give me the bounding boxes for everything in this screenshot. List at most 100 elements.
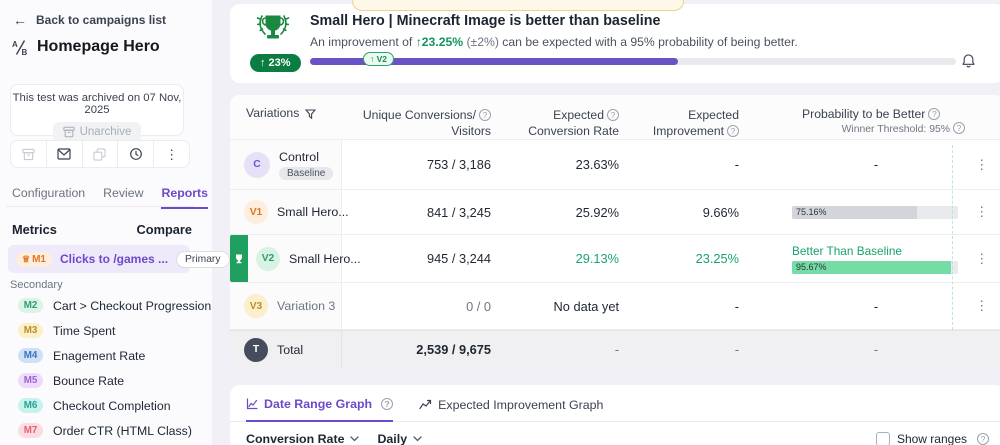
m5-badge: M5 [18, 373, 43, 388]
probability-bar: 95.67% [792, 260, 958, 274]
row-menu-icon[interactable]: ⋮ [975, 156, 988, 172]
help-icon[interactable]: ? [928, 108, 941, 120]
chevron-down-icon [350, 436, 360, 442]
variation-cell-control: C Control Baseline [230, 140, 342, 189]
baseline-tag: Baseline [279, 167, 334, 180]
total-label: Total [277, 342, 304, 357]
back-to-campaigns-link[interactable]: ← Back to campaigns list [13, 13, 166, 27]
metric-select-dropdown[interactable]: Conversion Rate [246, 432, 360, 445]
graph-tabs: Date Range Graph ? Expected Improvement … [230, 385, 1000, 422]
subtitle-margin: (±2%) [463, 35, 499, 49]
m3-label: Time Spent [53, 323, 116, 338]
cutoff-tooltip [352, 0, 684, 11]
more-options-icon[interactable]: ⋮ [165, 146, 179, 162]
interval-select-dropdown[interactable]: Daily [377, 432, 422, 445]
help-icon[interactable]: ? [953, 122, 965, 134]
probability-value: - [873, 342, 879, 357]
help-icon[interactable]: ? [607, 109, 619, 121]
m4-label: Enagement Rate [53, 348, 146, 363]
tab-review[interactable]: Review [103, 186, 144, 200]
m6-label: Checkout Completion [53, 398, 171, 413]
chevron-down-icon [413, 436, 422, 442]
tab-configuration[interactable]: Configuration [12, 186, 86, 200]
table-row-control: C Control Baseline 753 / 3,186 23.63% - … [230, 140, 1000, 190]
m1-badge-label: M1 [32, 253, 46, 265]
tabs-divider [6, 206, 194, 207]
probability-value: - [873, 298, 879, 314]
help-icon[interactable]: ? [381, 398, 394, 410]
metric-item-m2[interactable]: M2 Cart > Checkout Progression [18, 293, 211, 318]
row-menu-icon[interactable]: ⋮ [975, 204, 988, 219]
variation-cell-total: T Total [230, 331, 342, 368]
unarchive-icon [62, 126, 75, 138]
help-icon[interactable]: ? [977, 433, 989, 445]
rate-value: - [614, 342, 619, 357]
history-icon[interactable] [118, 141, 155, 167]
archive-icon[interactable] [11, 141, 47, 167]
subtitle-improvement: ↑23.25% [415, 35, 464, 49]
duplicate-icon[interactable] [83, 141, 119, 167]
m7-label: Order CTR (HTML Class) [53, 423, 192, 438]
primary-tag: Primary [176, 250, 230, 268]
probability-value: 95.67% [796, 262, 827, 272]
subtitle-prefix: An improvement of [310, 35, 416, 49]
variation-cell-v2: V2 Small Hero... [230, 235, 361, 282]
better-than-baseline-label: Better Than Baseline [792, 243, 902, 258]
table-row-v1: V1 Small Hero... 841 / 3,245 25.92% 9.66… [230, 190, 1000, 235]
back-arrow-icon: ← [13, 12, 27, 28]
metric-item-m6[interactable]: M6 Checkout Completion [18, 393, 204, 418]
rate-value: No data yet [553, 298, 619, 314]
improvement-value: - [734, 157, 739, 172]
variation-name: Variation 3 [277, 299, 336, 313]
column-probability: Probability to be Better? [755, 95, 960, 140]
page-title: Homepage Hero [37, 38, 160, 55]
row-menu-icon[interactable]: ⋮ [975, 298, 988, 313]
metric-item-m3[interactable]: M3 Time Spent [18, 318, 204, 343]
m6-badge: M6 [18, 398, 43, 413]
tab-reports[interactable]: Reports [161, 186, 208, 209]
unarchive-button[interactable]: Unarchive [52, 122, 142, 142]
variation-name: Control [279, 150, 319, 164]
help-icon[interactable]: ? [479, 109, 491, 121]
show-ranges-control: Show ranges ? [875, 432, 989, 445]
compare-button[interactable]: Compare [136, 222, 192, 237]
variation-name: Small Hero... [289, 251, 361, 266]
crown-icon: ♕ [22, 253, 31, 264]
conversions-value: 945 / 3,244 [426, 251, 491, 266]
m2-badge: M2 [18, 298, 43, 313]
archived-notice-text: This test was archived on 07 Nov, 2025 [12, 92, 182, 116]
probability-value: 75.16% [796, 207, 827, 217]
metric-item-m5[interactable]: M5 Bounce Rate [18, 368, 204, 393]
v2-progress-marker: ↑ V2 [363, 52, 395, 66]
rate-value: 23.63% [575, 157, 619, 172]
column-variations[interactable]: Variations [230, 95, 342, 140]
m1-label: Clicks to /games ... [59, 252, 169, 266]
improvement-progress-fill [310, 58, 679, 65]
tab-date-range-graph[interactable]: Date Range Graph ? [246, 397, 394, 422]
tab-expected-improvement-graph[interactable]: Expected Improvement Graph [419, 397, 603, 421]
metric-item-m1[interactable]: ♕ M1 Clicks to /games ... Primary [8, 245, 230, 273]
improvement-value: - [734, 298, 739, 314]
metric-item-m7[interactable]: M7 Order CTR (HTML Class) [18, 418, 204, 443]
m5-label: Bounce Rate [53, 373, 125, 388]
secondary-metrics-list: M2 Cart > Checkout Progression M3 Time S… [18, 293, 211, 443]
m3-badge: M3 [18, 323, 43, 338]
help-icon[interactable]: ? [727, 125, 739, 138]
metrics-header: Metrics Compare [12, 222, 192, 237]
notification-bell-icon[interactable] [961, 53, 976, 69]
show-ranges-label: Show ranges [896, 432, 967, 445]
m4-badge: M4 [18, 348, 43, 363]
email-icon[interactable] [47, 141, 83, 167]
winner-subtitle: An improvement of ↑23.25% (±2%) can be e… [310, 35, 798, 49]
line-chart-icon [246, 398, 258, 410]
sidebar: ← Back to campaigns list A B Homepage He… [0, 0, 230, 445]
variation-cell-v1: V1 Small Hero... [230, 190, 349, 234]
metric-item-m4[interactable]: M4 Enagement Rate [18, 343, 204, 368]
campaign-tabs: Configuration Review Reports [12, 186, 208, 209]
show-ranges-checkbox[interactable] [875, 432, 890, 445]
table-row-total: T Total 2,539 / 9,675 - - - [230, 330, 1000, 368]
improvement-badge: ↑ 23% [250, 54, 301, 72]
m7-badge: M7 [18, 423, 43, 438]
row-menu-icon[interactable]: ⋮ [975, 250, 988, 266]
probability-cell: 75.16% [755, 190, 960, 234]
